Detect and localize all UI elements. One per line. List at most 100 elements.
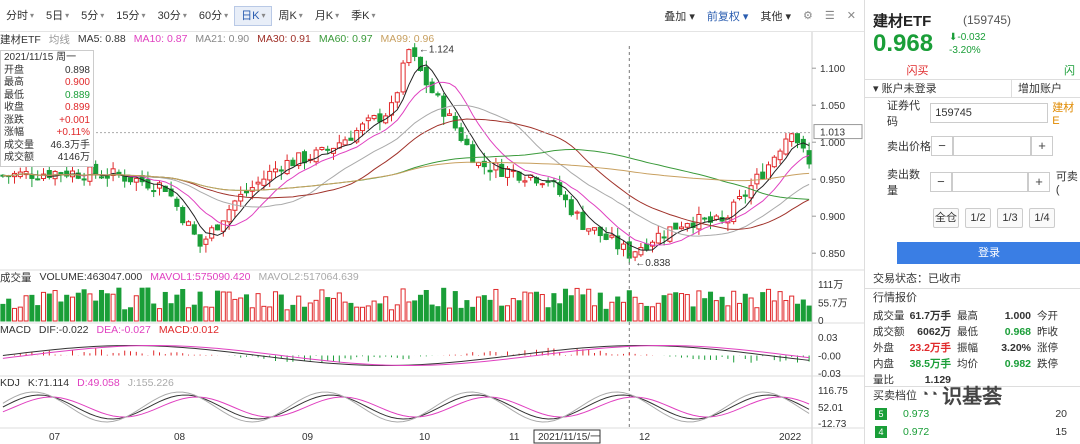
period-tab-label: 月K [314, 9, 334, 22]
volume-bar [789, 295, 795, 322]
volume-bar [591, 305, 598, 322]
tab-flash-buy[interactable]: 闪买 [906, 65, 929, 77]
qty-third-button[interactable]: 1/3 [997, 208, 1023, 228]
volume-bar [725, 305, 731, 322]
volume-bar [707, 291, 714, 322]
volume-bar [551, 293, 557, 322]
info-value: 4146万 [57, 152, 90, 163]
mavol2-label: MAVOL2:517064.639 [258, 271, 359, 283]
code-input[interactable]: 159745 [930, 103, 1049, 123]
candle-body [354, 130, 360, 143]
period-tab-6[interactable]: 日K ▾ [234, 5, 273, 26]
period-tab-1[interactable]: 5日 ▾ [40, 6, 75, 26]
candle-body [133, 177, 139, 183]
candle-body [765, 164, 772, 180]
volume-bar [661, 295, 667, 322]
login-button[interactable]: 登录 [897, 242, 1080, 264]
available-label: 可卖( [1055, 171, 1078, 196]
period-tab-5[interactable]: 60分 ▾ [193, 6, 234, 26]
sell-qty-minus-button[interactable]: − [930, 172, 952, 192]
period-tab-3[interactable]: 15分 ▾ [110, 6, 151, 26]
sell-qty-row: 卖出数量 − + 可卖( [865, 169, 1080, 197]
qty-full-button[interactable]: 全仓 [933, 208, 959, 228]
volume-bar [238, 297, 244, 322]
info-row: 收盘 0.899 [4, 102, 90, 115]
period-tab-9[interactable]: 季K ▾ [345, 6, 381, 26]
qty-half-button[interactable]: 1/2 [965, 208, 991, 228]
sell-qty-input[interactable] [951, 172, 1029, 192]
volume-bar [0, 303, 6, 322]
volume-bar [267, 306, 273, 322]
add-account-button[interactable]: 增加账户 [1011, 80, 1080, 97]
wechat-icon: ◔◔ [920, 386, 939, 403]
volume-bar [174, 294, 180, 322]
settings-icon[interactable]: ⚙ [803, 10, 813, 22]
quote-row: 成交额 6062万 最低 0.968 昨收 [865, 324, 1080, 340]
period-tab-8[interactable]: 月K ▾ [309, 6, 345, 26]
ma10-label: MA10: 0.87 [133, 33, 188, 45]
kline-chart[interactable]: 1.100 1.050 1.000 0.950 0.900 0.850 1.013 ←1.12… [0, 32, 864, 444]
period-tab-2[interactable]: 5分 ▾ [75, 6, 110, 26]
volume-bar [64, 294, 70, 322]
toolbar-option-2[interactable]: 其他 ▾ [760, 10, 792, 23]
info-row: 涨幅 +0.11% [4, 127, 90, 140]
info-row: 开盘 0.898 [4, 65, 90, 78]
sell-price-minus-button[interactable]: − [931, 136, 953, 156]
candle-body [655, 232, 661, 244]
volume-bar [122, 309, 128, 322]
dea-label: DEA:-0.027 [96, 324, 151, 336]
candle-body [794, 133, 801, 144]
trade-tabs: 闪买 闪 [865, 62, 1080, 80]
volume-bar [673, 292, 679, 322]
candle-body [261, 178, 267, 186]
toolbar-option-1[interactable]: 前复权 ▾ [706, 10, 749, 23]
down-arrow-icon: ⬇ [949, 32, 958, 43]
candle-body [278, 169, 284, 172]
ma-type-label[interactable]: 均线 [48, 33, 70, 46]
candle-body [267, 170, 273, 181]
candle-body [81, 178, 87, 181]
candle-body [429, 81, 435, 94]
tab-flash-sell[interactable]: 闪 [1064, 65, 1075, 77]
candle-body [742, 194, 748, 197]
candle-body [481, 160, 487, 168]
period-tab-0[interactable]: 分时 ▾ [0, 6, 40, 26]
sell-price-input[interactable] [953, 136, 1031, 156]
info-label: 最低 [4, 89, 24, 101]
candle-body [783, 138, 789, 155]
toolbar-option-0[interactable]: 叠加 ▾ [664, 10, 695, 23]
more-icon[interactable]: ☰ [824, 10, 835, 22]
volume-bar [400, 288, 406, 322]
volume-bar [388, 309, 395, 322]
quote-cell: 23.2万手 [909, 342, 951, 354]
candle-body [661, 236, 667, 239]
account-select[interactable]: ▾ 账户未登录 [865, 80, 1011, 97]
sell-qty-plus-button[interactable]: + [1028, 172, 1050, 192]
sell-price-plus-button[interactable]: + [1031, 136, 1053, 156]
order-book-row[interactable]: 5 0.973 20 [865, 406, 1080, 422]
quote-cell: 今开 [1037, 310, 1058, 322]
macd-axis-label: -0.03 [818, 369, 841, 380]
divider [865, 386, 1080, 387]
period-tab-7[interactable]: 周K ▾ [272, 6, 308, 26]
volume-bar [296, 295, 302, 322]
candle-body [603, 233, 609, 240]
candle-body [789, 133, 795, 143]
volume-bar [342, 301, 348, 322]
volume-value: VOLUME:463047.000 [39, 271, 143, 283]
candle-body [574, 211, 580, 214]
qty-quarter-button[interactable]: 1/4 [1029, 208, 1055, 228]
x-axis-label: 09 [302, 432, 314, 443]
close-icon[interactable]: ✕ [846, 10, 856, 22]
order-book-row[interactable]: 4 0.972 15 [865, 424, 1080, 440]
sell-price-row: 卖出价格 − + [865, 135, 1080, 157]
period-tab-4[interactable]: 30分 ▾ [152, 6, 193, 26]
quote-table: 成交量 61.7万手 最高 1.000 今开 成交额 6062万 最低 0.968 昨收 外盘 23.… [865, 308, 1080, 388]
volume-bar [377, 303, 383, 322]
quote-cell: 3.20% [1001, 342, 1031, 354]
volume-bar [690, 306, 696, 322]
info-row: 最低 0.889 [4, 90, 90, 103]
volume-bar [481, 295, 487, 322]
volume-bar [139, 287, 145, 322]
volume-bar [423, 289, 429, 322]
